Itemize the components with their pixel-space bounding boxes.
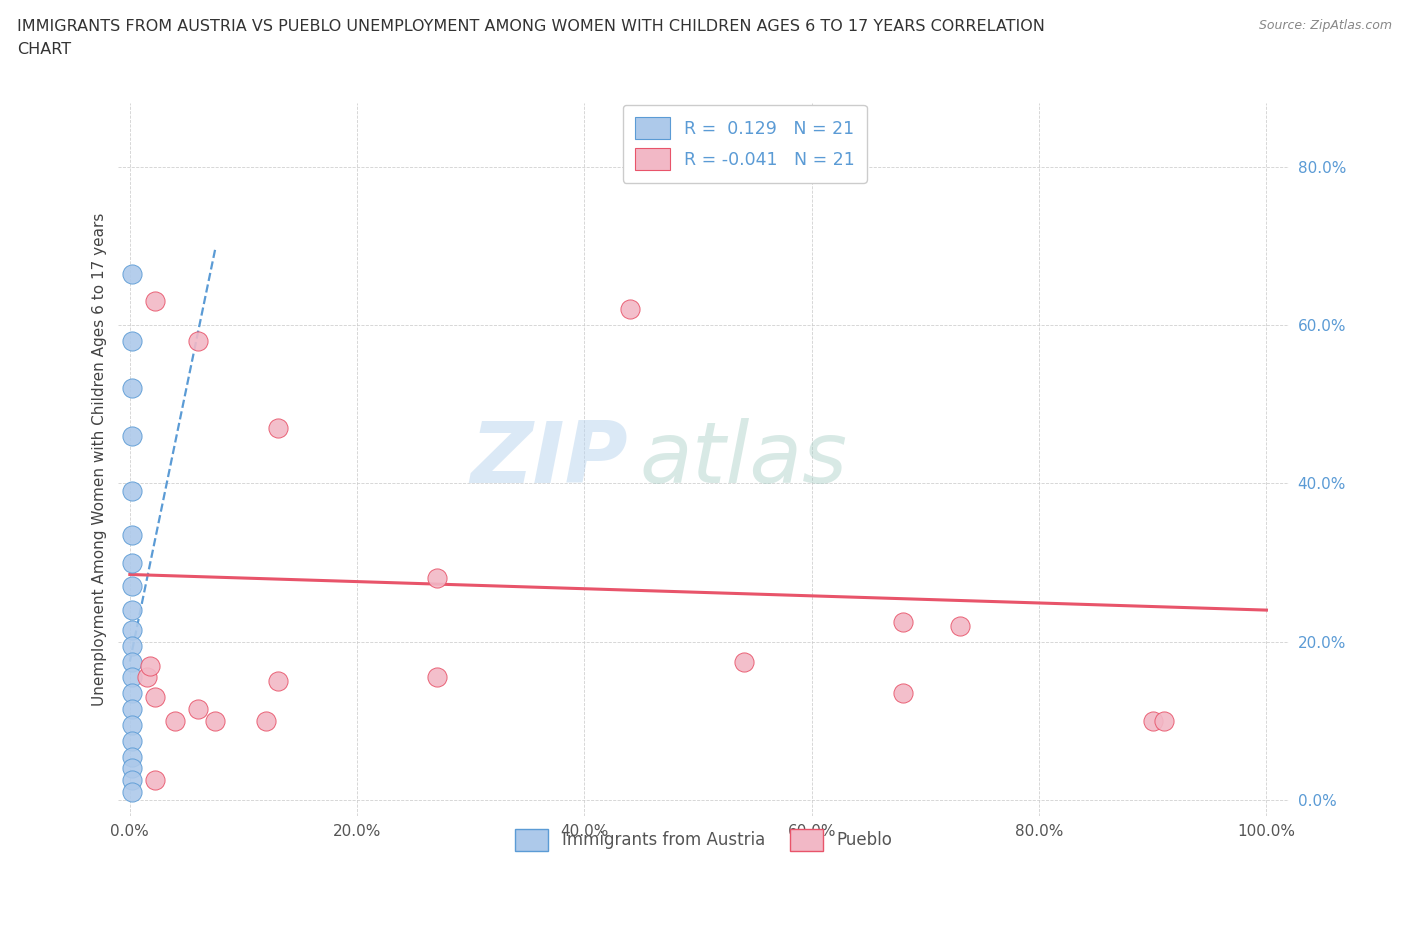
Point <box>121 717 143 732</box>
Point <box>426 571 449 586</box>
Point <box>121 578 143 593</box>
Point <box>619 301 641 316</box>
Point <box>733 654 755 669</box>
Point <box>121 685 143 700</box>
Point <box>143 773 166 788</box>
Y-axis label: Unemployment Among Women with Children Ages 6 to 17 years: Unemployment Among Women with Children A… <box>93 213 107 707</box>
Point <box>204 713 226 728</box>
Text: Source: ZipAtlas.com: Source: ZipAtlas.com <box>1258 19 1392 32</box>
Point <box>121 670 143 684</box>
Point <box>891 685 914 700</box>
Point <box>121 622 143 637</box>
Point <box>135 670 157 684</box>
Point <box>891 615 914 630</box>
Point <box>121 484 143 498</box>
Point <box>121 734 143 749</box>
Point <box>121 334 143 349</box>
Text: atlas: atlas <box>640 418 848 501</box>
Point <box>254 713 277 728</box>
Legend: Immigrants from Austria, Pueblo: Immigrants from Austria, Pueblo <box>506 821 901 859</box>
Point <box>121 527 143 542</box>
Point <box>187 334 209 349</box>
Point <box>187 701 209 716</box>
Point <box>121 429 143 444</box>
Point <box>121 638 143 653</box>
Text: CHART: CHART <box>17 42 70 57</box>
Point <box>948 618 970 633</box>
Point <box>266 674 288 689</box>
Point <box>121 555 143 570</box>
Point <box>121 761 143 776</box>
Point <box>1142 713 1164 728</box>
Point <box>1153 713 1175 728</box>
Point <box>139 658 162 673</box>
Point <box>121 750 143 764</box>
Point <box>143 294 166 309</box>
Point <box>121 381 143 396</box>
Point <box>121 603 143 618</box>
Point <box>121 773 143 788</box>
Text: IMMIGRANTS FROM AUSTRIA VS PUEBLO UNEMPLOYMENT AMONG WOMEN WITH CHILDREN AGES 6 : IMMIGRANTS FROM AUSTRIA VS PUEBLO UNEMPL… <box>17 19 1045 33</box>
Point <box>266 420 288 435</box>
Point <box>426 670 449 684</box>
Point <box>121 701 143 716</box>
Point <box>143 690 166 705</box>
Point <box>121 654 143 669</box>
Point <box>121 266 143 281</box>
Text: ZIP: ZIP <box>470 418 627 501</box>
Point <box>165 713 187 728</box>
Point <box>121 785 143 800</box>
